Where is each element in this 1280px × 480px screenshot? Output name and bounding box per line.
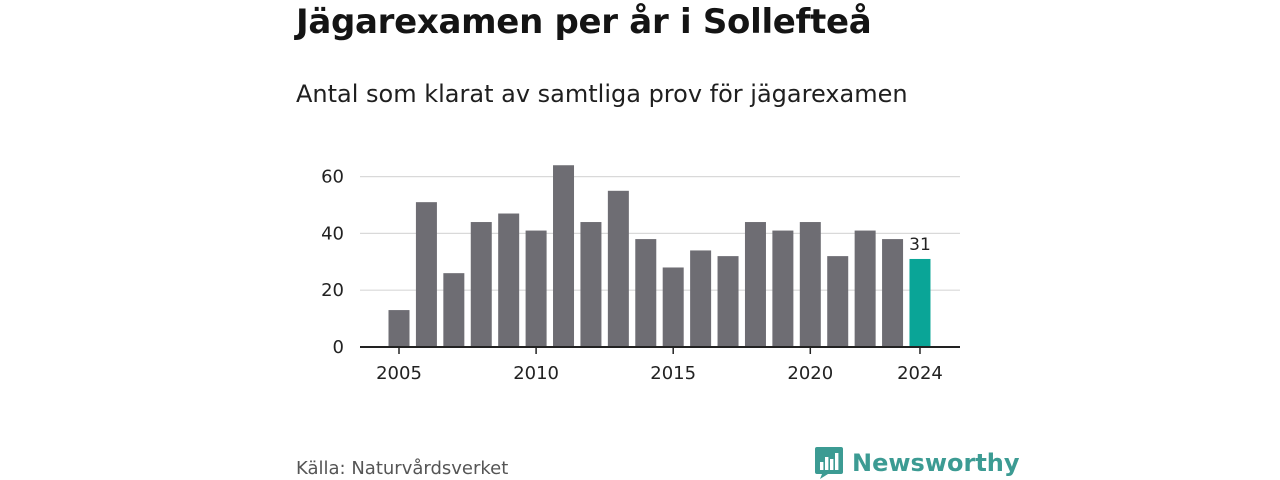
source-note: Källa: Naturvårdsverket [296, 458, 509, 479]
y-tick-label-60: 60 [321, 167, 344, 188]
bar-2011 [553, 165, 575, 347]
chart-title: Jägarexamen per år i Sollefteå [296, 2, 872, 42]
bar-2020 [799, 222, 821, 347]
bar-2014 [635, 239, 657, 347]
bar-2009 [498, 213, 520, 347]
newsworthy-logo: Newsworthy [814, 446, 1020, 480]
bar-2024 [909, 258, 931, 347]
bar-2010 [525, 230, 547, 347]
y-tick-label-40: 40 [321, 223, 344, 244]
x-tick-label-2015: 2015 [650, 363, 696, 384]
bar-2021 [827, 256, 849, 347]
bar-2007 [443, 273, 465, 347]
newsworthy-logo-icon [815, 447, 843, 479]
chart-subtitle: Antal som klarat av samtliga prov för jä… [296, 80, 908, 108]
bar-2022 [854, 230, 876, 347]
bar-2019 [772, 230, 794, 347]
bar-2023 [882, 239, 904, 347]
x-tick-label-2005: 2005 [376, 363, 422, 384]
x-tick-label-2010: 2010 [513, 363, 559, 384]
bar-2017 [717, 256, 739, 347]
axes [360, 346, 960, 354]
y-tick-label-20: 20 [321, 280, 344, 301]
data-label-2024: 31 [909, 235, 931, 255]
bar-2013 [607, 190, 629, 347]
bar-2008 [470, 222, 492, 347]
bar-2005 [388, 310, 410, 347]
newsworthy-logo-text: Newsworthy [852, 449, 1020, 477]
bars [388, 165, 931, 347]
bar-2006 [415, 202, 437, 347]
x-tick-label-2020: 2020 [787, 363, 833, 384]
bar-chart: 0 20 40 60 2005 2010 2015 2020 2024 31 [321, 165, 960, 384]
bar-2018 [744, 222, 766, 347]
bar-2016 [690, 250, 712, 347]
y-tick-label-0: 0 [333, 337, 344, 358]
bar-2015 [662, 267, 684, 347]
x-tick-label-2024: 2024 [897, 363, 943, 384]
bar-2012 [580, 222, 602, 347]
labels: 0 20 40 60 2005 2010 2015 2020 2024 31 [321, 167, 943, 384]
